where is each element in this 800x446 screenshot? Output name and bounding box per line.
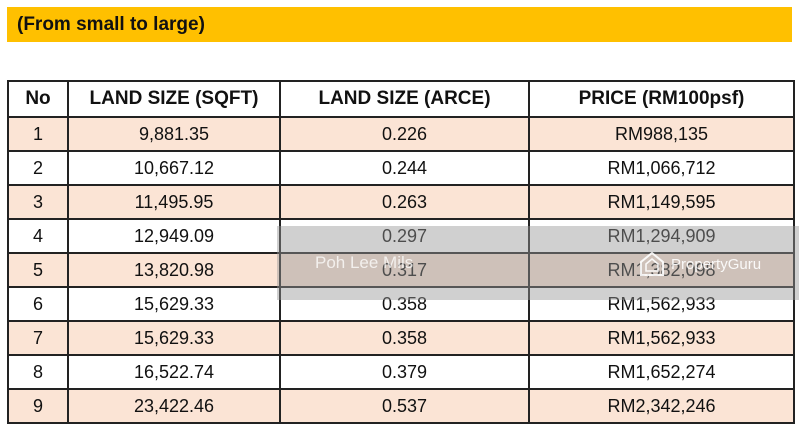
cell-land-size-acre: 0.317 [279,252,530,288]
cell-price: RM2,342,246 [528,388,795,424]
cell-land-size-acre: 0.263 [279,184,530,220]
cell-price: RM1,149,595 [528,184,795,220]
header-price: PRICE (RM100psf) [528,80,795,118]
cell-land-size-sqft: 9,881.35 [67,116,281,152]
cell-land-size-acre: 0.244 [279,150,530,186]
cell-no: 3 [7,184,69,220]
header-no: No [7,80,69,118]
cell-land-size-acre: 0.297 [279,218,530,254]
cell-price: RM1,652,274 [528,354,795,390]
cell-price: RM1,562,933 [528,320,795,356]
cell-no: 8 [7,354,69,390]
cell-land-size-sqft: 11,495.95 [67,184,281,220]
cell-no: 1 [7,116,69,152]
cell-price: RM988,135 [528,116,795,152]
table-row: 6 15,629.33 0.358 RM1,562,933 [7,286,795,322]
cell-land-size-acre: 0.379 [279,354,530,390]
cell-land-size-sqft: 23,422.46 [67,388,281,424]
cell-no: 4 [7,218,69,254]
cell-price: RM1,382,098 [528,252,795,288]
cell-land-size-sqft: 15,629.33 [67,286,281,322]
table-row: 9 23,422.46 0.537 RM2,342,246 [7,388,795,424]
table-row: 2 10,667.12 0.244 RM1,066,712 [7,150,795,186]
header-land-size-acre: LAND SIZE (ARCE) [279,80,530,118]
cell-land-size-sqft: 12,949.09 [67,218,281,254]
banner-title: (From small to large) [7,7,792,42]
cell-land-size-acre: 0.358 [279,286,530,322]
table-row: 3 11,495.95 0.263 RM1,149,595 [7,184,795,220]
cell-no: 2 [7,150,69,186]
cell-land-size-acre: 0.226 [279,116,530,152]
cell-no: 5 [7,252,69,288]
cell-land-size-acre: 0.358 [279,320,530,356]
cell-no: 7 [7,320,69,356]
table-row: 4 12,949.09 0.297 RM1,294,909 [7,218,795,254]
table-row: 7 15,629.33 0.358 RM1,562,933 [7,320,795,356]
cell-price: RM1,562,933 [528,286,795,322]
table-row: 5 13,820.98 0.317 RM1,382,098 [7,252,795,288]
cell-price: RM1,066,712 [528,150,795,186]
cell-no: 9 [7,388,69,424]
cell-land-size-sqft: 13,820.98 [67,252,281,288]
table-header-row: No LAND SIZE (SQFT) LAND SIZE (ARCE) PRI… [7,80,795,118]
cell-land-size-acre: 0.537 [279,388,530,424]
table-row: 8 16,522.74 0.379 RM1,652,274 [7,354,795,390]
header-land-size-sqft: LAND SIZE (SQFT) [67,80,281,118]
cell-land-size-sqft: 10,667.12 [67,150,281,186]
cell-no: 6 [7,286,69,322]
table-row: 1 9,881.35 0.226 RM988,135 [7,116,795,152]
cell-land-size-sqft: 15,629.33 [67,320,281,356]
cell-land-size-sqft: 16,522.74 [67,354,281,390]
cell-price: RM1,294,909 [528,218,795,254]
land-price-table: No LAND SIZE (SQFT) LAND SIZE (ARCE) PRI… [7,80,795,424]
